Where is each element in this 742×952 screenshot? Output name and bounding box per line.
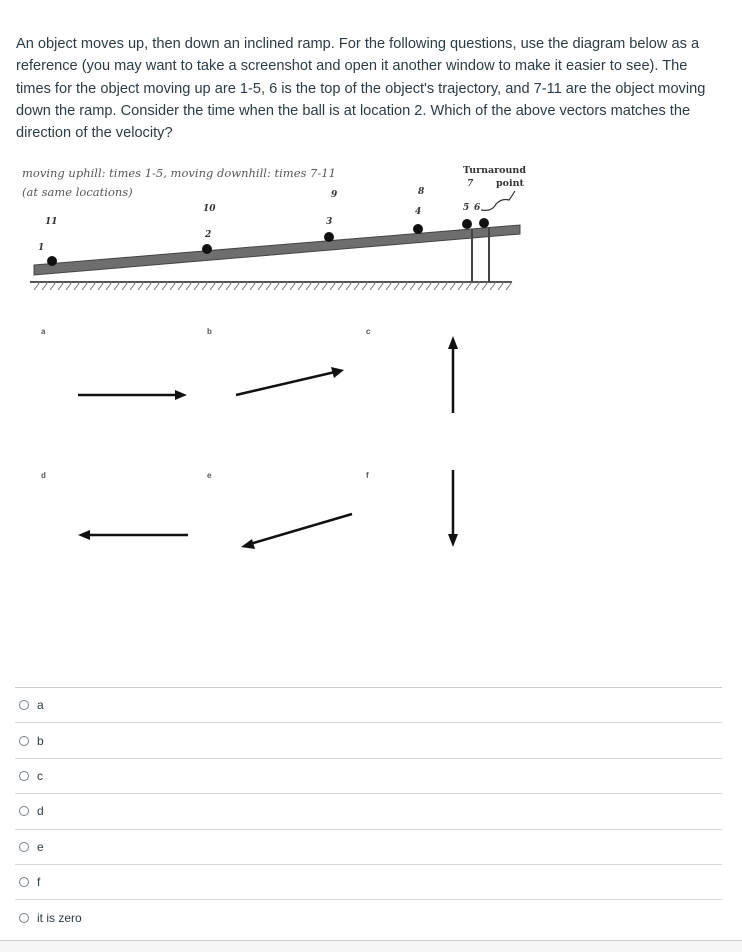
ball-1 bbox=[47, 256, 57, 266]
radio-button[interactable] bbox=[19, 700, 29, 711]
radio-button[interactable] bbox=[19, 806, 29, 817]
turnaround-label-2: point bbox=[496, 178, 524, 189]
vector-label-a: a bbox=[41, 327, 46, 336]
ball-6 bbox=[479, 218, 489, 228]
ball-label-8: 8 bbox=[418, 187, 425, 197]
ball-label-11: 11 bbox=[45, 217, 58, 227]
vector-label-d: d bbox=[41, 471, 46, 480]
turnaround-pointer bbox=[480, 190, 516, 211]
inclined-ramp bbox=[33, 224, 521, 276]
ball-label-10: 10 bbox=[203, 204, 216, 214]
answer-label: c bbox=[37, 768, 43, 783]
bottom-divider bbox=[0, 940, 742, 952]
answer-option-a[interactable]: a bbox=[15, 687, 722, 722]
answer-option-d[interactable]: d bbox=[15, 793, 722, 828]
vector-label-b: b bbox=[207, 327, 212, 336]
radio-button[interactable] bbox=[19, 841, 29, 852]
vector-label-c: c bbox=[366, 327, 371, 336]
answer-option-f[interactable]: f bbox=[15, 863, 722, 899]
ball-5 bbox=[462, 219, 472, 229]
ball-2 bbox=[202, 244, 212, 254]
answer-label: d bbox=[37, 804, 44, 819]
vector-f-arrow bbox=[448, 470, 458, 547]
answer-label: a bbox=[37, 698, 44, 713]
diagram-caption-2: (at same locations) bbox=[22, 185, 133, 199]
answer-label: it is zero bbox=[37, 910, 82, 925]
answer-option-c[interactable]: c bbox=[15, 757, 722, 793]
answer-option-b[interactable]: b bbox=[15, 722, 722, 757]
ball-label-7: 7 bbox=[467, 179, 474, 189]
vector-label-e: e bbox=[207, 471, 212, 480]
ball-label-9: 9 bbox=[331, 190, 338, 200]
vector-e-arrow bbox=[241, 512, 353, 549]
ball-label-2: 2 bbox=[204, 230, 211, 240]
radio-button[interactable] bbox=[19, 735, 29, 746]
ground-hatching bbox=[33, 281, 513, 291]
answer-label: f bbox=[37, 875, 41, 890]
vector-d-arrow bbox=[78, 530, 188, 540]
vector-c-arrow bbox=[448, 336, 458, 413]
answer-label: e bbox=[37, 839, 44, 854]
ball-label-3: 3 bbox=[326, 217, 332, 227]
ball-label-6: 6 bbox=[474, 203, 481, 213]
turnaround-label-1: Turnaround bbox=[463, 165, 526, 176]
answer-option-e[interactable]: e bbox=[15, 828, 722, 864]
ball-4 bbox=[413, 224, 423, 234]
diagram-caption-1: moving uphill: times 1-5, moving downhil… bbox=[22, 166, 336, 180]
ball-3 bbox=[324, 232, 334, 242]
vector-a-arrow bbox=[78, 390, 187, 400]
answer-label: b bbox=[37, 733, 44, 748]
radio-button[interactable] bbox=[19, 770, 29, 781]
ball-label-4: 4 bbox=[415, 207, 421, 217]
ball-label-1: 1 bbox=[38, 243, 44, 253]
question-text: An object moves up, then down an incline… bbox=[16, 36, 706, 142]
vector-label-f: f bbox=[366, 471, 369, 480]
ball-label-5: 5 bbox=[463, 203, 469, 213]
radio-button[interactable] bbox=[19, 877, 29, 888]
radio-button[interactable] bbox=[19, 912, 29, 923]
answer-option-zero[interactable]: it is zero bbox=[15, 899, 722, 934]
answer-list: a b c d e f it is zero bbox=[15, 687, 722, 935]
ramp-diagram: moving uphill: times 1-5, moving downhil… bbox=[22, 165, 526, 549]
vector-b-arrow bbox=[235, 367, 344, 397]
